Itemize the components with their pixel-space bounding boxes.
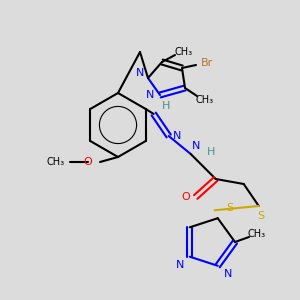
Text: N: N <box>176 260 184 270</box>
Text: N: N <box>224 269 232 279</box>
Text: N: N <box>191 141 200 151</box>
Text: H: H <box>206 147 215 157</box>
Text: O: O <box>181 192 190 202</box>
Text: N: N <box>172 131 181 141</box>
Text: CH₃: CH₃ <box>47 157 65 167</box>
Text: S: S <box>257 211 264 221</box>
Text: N: N <box>136 68 144 78</box>
Text: O: O <box>84 157 92 167</box>
Text: CH₃: CH₃ <box>196 95 214 105</box>
Text: CH₃: CH₃ <box>175 47 193 57</box>
Text: H: H <box>161 101 170 111</box>
Text: N: N <box>146 90 154 100</box>
Text: CH₃: CH₃ <box>248 229 266 239</box>
Text: S: S <box>226 203 233 213</box>
Text: Br: Br <box>201 58 213 68</box>
